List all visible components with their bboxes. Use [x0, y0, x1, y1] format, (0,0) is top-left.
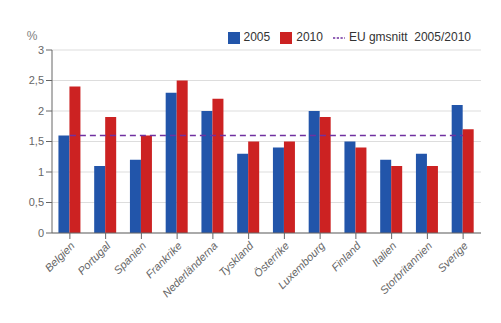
svg-text:%: %: [27, 29, 38, 43]
svg-text:Storbritannien: Storbritannien: [377, 239, 434, 296]
svg-text:Frankrike: Frankrike: [143, 239, 185, 281]
svg-text:0,5: 0,5: [29, 196, 44, 208]
svg-text:2: 2: [38, 105, 44, 117]
svg-text:Nederländerna: Nederländerna: [160, 239, 220, 299]
svg-text:0: 0: [38, 227, 44, 239]
svg-text:Luxembourg: Luxembourg: [275, 239, 327, 291]
svg-text:Sverige: Sverige: [435, 239, 470, 274]
svg-text:Belgien: Belgien: [42, 239, 76, 273]
svg-text:1: 1: [38, 166, 44, 178]
html-text:2010: 2010: [296, 30, 323, 44]
svg-text:Tyskland: Tyskland: [217, 239, 257, 279]
svg-text:Italien: Italien: [369, 239, 398, 268]
svg-text:3: 3: [38, 44, 44, 56]
svg-text:Finland: Finland: [329, 239, 364, 274]
svg-text:Spanien: Spanien: [111, 239, 149, 277]
html-text:2005: 2005: [243, 30, 271, 44]
svg-text:1,5: 1,5: [29, 135, 44, 147]
svg-text:2,5: 2,5: [29, 74, 44, 86]
svg-text:Portugal: Portugal: [75, 239, 113, 277]
svg-text:Österrike: Österrike: [251, 239, 292, 280]
html-text:EU gmsnitt 2005/2010: EU gmsnitt 2005/2010: [348, 30, 471, 44]
